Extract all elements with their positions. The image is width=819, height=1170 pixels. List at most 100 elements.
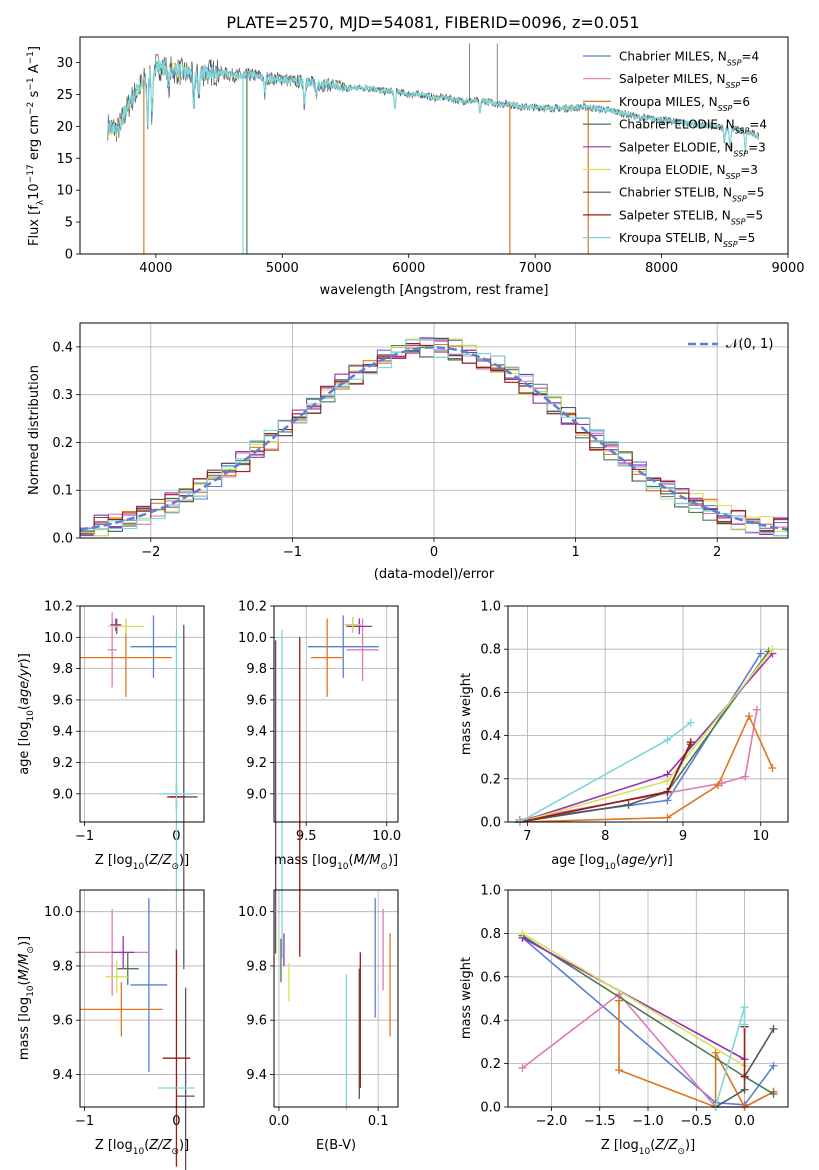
y-tick-label: 10.0: [44, 905, 73, 920]
x-axis-label: (data-model)/error: [374, 567, 495, 582]
legend-label: Salpeter STELIB, NSSP=5: [619, 208, 763, 226]
y-tick-label: 9.6: [246, 1014, 267, 1029]
data-marker: [686, 718, 695, 727]
x-tick-label: 0.1: [368, 1114, 389, 1129]
x-tick-label: 2: [713, 545, 721, 560]
series-line: [519, 653, 762, 821]
data-marker: [518, 929, 527, 938]
x-tick-label: 5000: [266, 261, 299, 276]
x-tick-label: 8: [601, 829, 609, 844]
series-line: [519, 709, 758, 821]
x-tick-label: −2.0: [536, 1114, 568, 1129]
figure-title: PLATE=2570, MJD=54081, FIBERID=0096, z=0…: [226, 13, 639, 32]
x-axis-label: age [log10(age/yr)]: [551, 853, 673, 872]
x-tick-label: 1: [571, 545, 579, 560]
y-tick-label: 20: [56, 120, 73, 135]
y-tick-label: 0.4: [480, 1014, 501, 1029]
y-tick-label: 0.2: [480, 772, 501, 787]
legend-label: 𝒩(0, 1): [726, 337, 773, 352]
x-tick-label: 6000: [392, 261, 425, 276]
y-tick-label: 0: [65, 248, 73, 263]
data-marker: [663, 776, 672, 785]
data-marker: [768, 645, 777, 654]
y-tick-label: 0.1: [52, 484, 73, 499]
x-tick-label: 0.0: [269, 1114, 290, 1129]
y-tick-label: 0.8: [480, 927, 501, 942]
y-tick-label: 0.0: [52, 532, 73, 547]
data-marker: [714, 781, 722, 790]
x-tick-label: 10: [753, 829, 770, 844]
normal-curve: [79, 346, 789, 531]
data-marker: [740, 1072, 749, 1081]
axes-frame: [507, 889, 789, 1108]
x-tick-label: −1.0: [632, 1114, 664, 1129]
series-line: [522, 932, 745, 1067]
y-tick-label: 9.8: [52, 959, 73, 974]
y-tick-label: 9.4: [246, 1068, 267, 1083]
y-tick-label: 9.6: [246, 693, 267, 708]
axes: [76, 62, 789, 258]
data-marker: [756, 649, 765, 658]
data-marker: [740, 1085, 749, 1094]
axes: [76, 605, 204, 826]
y-tick-label: 0.2: [480, 1057, 501, 1072]
legend-label: Kroupa ELODIE, NSSP=3: [619, 163, 758, 181]
y-tick-label: 9.2: [246, 756, 267, 771]
y-tick-label: 9.6: [52, 693, 73, 708]
y-tick-label: 25: [56, 88, 73, 103]
y-tick-label: 9.8: [246, 959, 267, 974]
axes: [270, 605, 398, 826]
data-marker: [752, 705, 761, 714]
data-marker: [615, 1066, 624, 1075]
axes-frame: [273, 889, 399, 1108]
x-axis-label: Z [log10(Z/Z⊙)]: [601, 1138, 695, 1157]
x-axis-label: E(B-V): [316, 1138, 356, 1153]
series-line: [715, 1028, 775, 1108]
legend-label: Chabrier STELIB, NSSP=5: [619, 186, 764, 204]
series-line: [522, 937, 745, 1060]
y-tick-label: 9.4: [52, 725, 73, 740]
series-line: [618, 1000, 774, 1109]
y-tick-label: 10: [56, 184, 73, 199]
y-tick-label: 5: [65, 216, 73, 231]
x-axis-label: Z [log10(Z/Z⊙)]: [95, 853, 189, 872]
x-tick-label: 9.5: [296, 829, 317, 844]
data-marker: [686, 738, 695, 747]
y-axis-label: Flux [fλ10−17 erg cm−2 s−1 A−1]: [26, 46, 46, 246]
x-tick-label: −2: [141, 545, 160, 560]
axes: [270, 890, 398, 1111]
x-axis-label: mass [log10(M/M⊙)]: [274, 853, 398, 872]
axes: [76, 890, 204, 1111]
legend-label: Chabrier MILES, NSSP=4: [619, 50, 759, 68]
y-axis-label: age [log10(age/yr)]: [17, 653, 36, 775]
y-tick-label: 10.0: [238, 905, 267, 920]
axes-frame: [507, 605, 789, 823]
axes-frame: [273, 605, 399, 823]
y-tick-label: 9.8: [52, 662, 73, 677]
x-tick-label: 7000: [519, 261, 552, 276]
data-marker: [740, 1003, 749, 1012]
y-tick-label: 9.2: [52, 756, 73, 771]
data-marker: [769, 1089, 778, 1098]
data-marker: [745, 712, 754, 721]
y-tick-label: 1.0: [480, 600, 501, 615]
x-tick-label: 8000: [645, 261, 678, 276]
axes: [76, 323, 788, 542]
axes-frame: [79, 36, 789, 255]
y-tick-label: 0.0: [480, 1101, 501, 1116]
x-axis-label: wavelength [Angstrom, rest frame]: [320, 283, 549, 298]
y-tick-label: 9.4: [52, 1068, 73, 1083]
y-tick-label: 10.0: [44, 631, 73, 646]
y-tick-label: 0.0: [480, 816, 501, 831]
data-marker: [615, 996, 624, 1005]
x-tick-label: 4000: [139, 261, 172, 276]
y-tick-label: 0.6: [480, 686, 501, 701]
y-tick-label: 10.2: [238, 600, 267, 615]
x-tick-label: −0.5: [680, 1114, 712, 1129]
data-marker: [518, 1063, 527, 1072]
x-tick-label: −1: [75, 829, 94, 844]
data-marker: [663, 735, 672, 744]
legend-label: Salpeter ELODIE, NSSP=3: [619, 140, 766, 158]
data-marker: [663, 787, 672, 796]
data-marker: [740, 1020, 749, 1029]
